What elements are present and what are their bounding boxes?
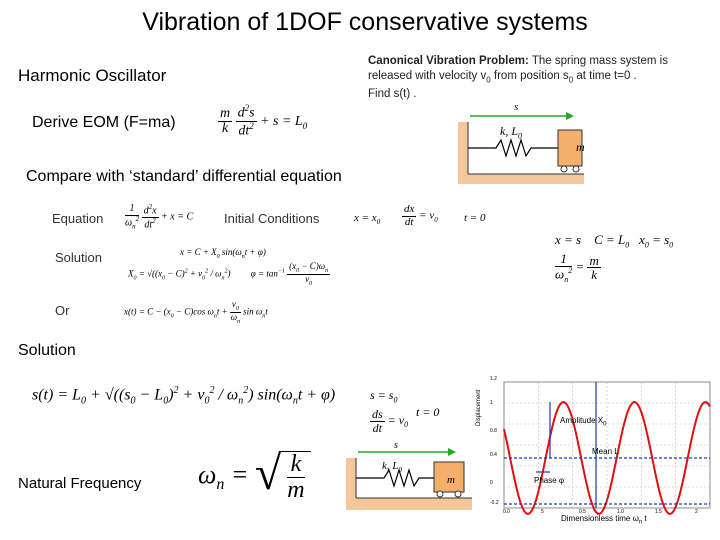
plot-ylabel: Displacement [476, 389, 482, 426]
solution-form-1: x = C + X0 sin(ωnt + φ) [180, 247, 266, 260]
spring-label-top: k, L0 [500, 124, 522, 141]
page-title: Vibration of 1DOF conservative systems [142, 8, 588, 36]
initial-conditions-label: Initial Conditions [224, 211, 320, 226]
xtick: 1.0 [617, 509, 624, 515]
sine-curve [503, 400, 711, 516]
solution-small-label: Solution [55, 250, 102, 265]
plot-yticks: 1.2 1 0.8 0.4 0 -0.2 [490, 376, 504, 516]
s-label-top: s [514, 101, 519, 113]
xtick: 2 [695, 509, 698, 515]
canonical-heading: Canonical Vibration Problem: [368, 55, 529, 67]
plot-xlabel: Dimensionless time ωn t [561, 514, 647, 526]
initial-t: t = 0 [464, 212, 486, 224]
spring [468, 137, 558, 159]
equation-label: Equation [52, 211, 104, 226]
plot-area [503, 381, 711, 509]
ytick: -0.2 [490, 500, 499, 506]
mapping-x: x = s C = L0 x0 = s0 [555, 232, 674, 250]
canonical-line5: Find s(t) . [368, 88, 417, 101]
harmonic-oscillator-heading: Harmonic Oscillator [18, 66, 167, 85]
wall [458, 122, 468, 184]
mass-label-bottom: m [447, 474, 455, 486]
canonical-v0-sub: 0 [486, 75, 491, 85]
mass-block [557, 129, 583, 167]
xtick: 1.5 [655, 509, 662, 515]
xtick: 0.5 [579, 509, 586, 515]
standard-equation: 1 ωn2 d2x dt2 + x = C [125, 203, 194, 231]
ytick: 0 [490, 480, 493, 486]
spring-label-bottom: k, L0 [382, 460, 402, 475]
canonical-s0-sub: 0 [568, 75, 574, 85]
amplitude-annotation: Amplitude X0 [560, 416, 607, 428]
or-label: Or [55, 303, 70, 318]
spring-mass-diagram-bottom [346, 448, 472, 510]
canonical-line2: released with velocity v [368, 70, 487, 82]
ic-t: t = 0 [416, 405, 440, 419]
compare-heading: Compare with ‘standard’ differential equ… [26, 168, 342, 185]
ic-v: ds dt = v0 [370, 407, 409, 435]
main-solution-equation: s(t) = L0 + √((s0 − L0)2 + v02 / ωn2) si… [32, 385, 336, 407]
initial-x: x = x0 [354, 212, 381, 227]
derive-eom-heading: Derive EOM (F=ma) [32, 114, 176, 131]
solution-form-2: x(t) = C − (x0 − C)cos ωnt + v0 ωn sin ωn… [124, 299, 268, 325]
ytick: 1.2 [490, 376, 497, 382]
natural-frequency-label: Natural Frequency [18, 475, 142, 492]
plot-xticks: 0.0 5 0.5 1.0 1.5 2 [503, 509, 713, 517]
xtick: 0.0 [503, 509, 510, 515]
ground [458, 174, 584, 184]
s-label-bottom: s [394, 440, 398, 451]
phase-annotation: Phase φ [534, 476, 565, 485]
xtick: 5 [541, 509, 544, 515]
ytick: 1 [490, 400, 493, 406]
mass-label-top: m [576, 140, 585, 154]
ic-s: s = s0 [370, 388, 398, 405]
canonical-line4: at time t=0 . [573, 70, 637, 82]
ytick: 0.4 [490, 452, 497, 458]
natural-frequency-equation: ωn = √ k m [198, 446, 311, 503]
canonical-line3: from position s [490, 70, 569, 82]
canonical-problem: Canonical Vibration Problem: The spring … [368, 54, 718, 102]
solution-heading: Solution [18, 342, 76, 359]
ytick: 0.8 [490, 428, 497, 434]
spring-mass-diagram-top [458, 112, 584, 184]
solution-amplitude-phase: X0 = √((x0 − C)2 + v02 / ωn2) φ = tan−1 … [128, 261, 331, 287]
canonical-line1: The spring mass system is [531, 55, 668, 67]
initial-v: dx dt = v0 [402, 203, 438, 228]
displacement-plot [503, 381, 711, 516]
mean-annotation: Mean L [592, 447, 619, 456]
